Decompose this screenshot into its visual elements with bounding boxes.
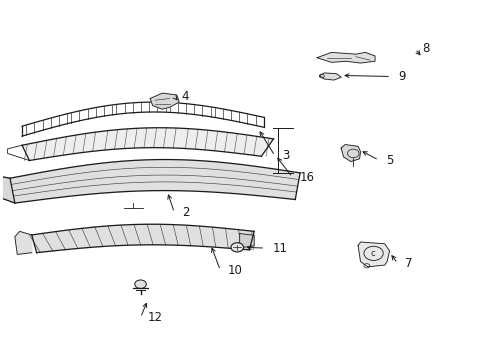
Text: 11: 11 bbox=[272, 242, 287, 255]
Text: 3: 3 bbox=[282, 149, 289, 162]
Polygon shape bbox=[341, 145, 360, 162]
Polygon shape bbox=[319, 73, 341, 80]
Text: 12: 12 bbox=[147, 311, 163, 324]
Polygon shape bbox=[15, 231, 32, 255]
Polygon shape bbox=[239, 234, 254, 248]
Polygon shape bbox=[22, 128, 273, 161]
Text: c: c bbox=[369, 249, 374, 258]
Text: 5: 5 bbox=[386, 154, 393, 167]
Text: 10: 10 bbox=[227, 264, 242, 277]
Polygon shape bbox=[0, 176, 15, 203]
Text: 7: 7 bbox=[404, 257, 412, 270]
Polygon shape bbox=[10, 159, 300, 203]
Polygon shape bbox=[32, 224, 254, 253]
Text: 16: 16 bbox=[299, 171, 314, 184]
Polygon shape bbox=[316, 53, 374, 63]
Text: 4: 4 bbox=[181, 90, 189, 103]
Circle shape bbox=[135, 280, 146, 288]
Text: 8: 8 bbox=[422, 42, 429, 55]
Polygon shape bbox=[150, 93, 179, 109]
Polygon shape bbox=[357, 242, 389, 267]
Circle shape bbox=[230, 243, 243, 252]
Text: 2: 2 bbox=[181, 206, 189, 219]
Text: 9: 9 bbox=[397, 70, 405, 83]
